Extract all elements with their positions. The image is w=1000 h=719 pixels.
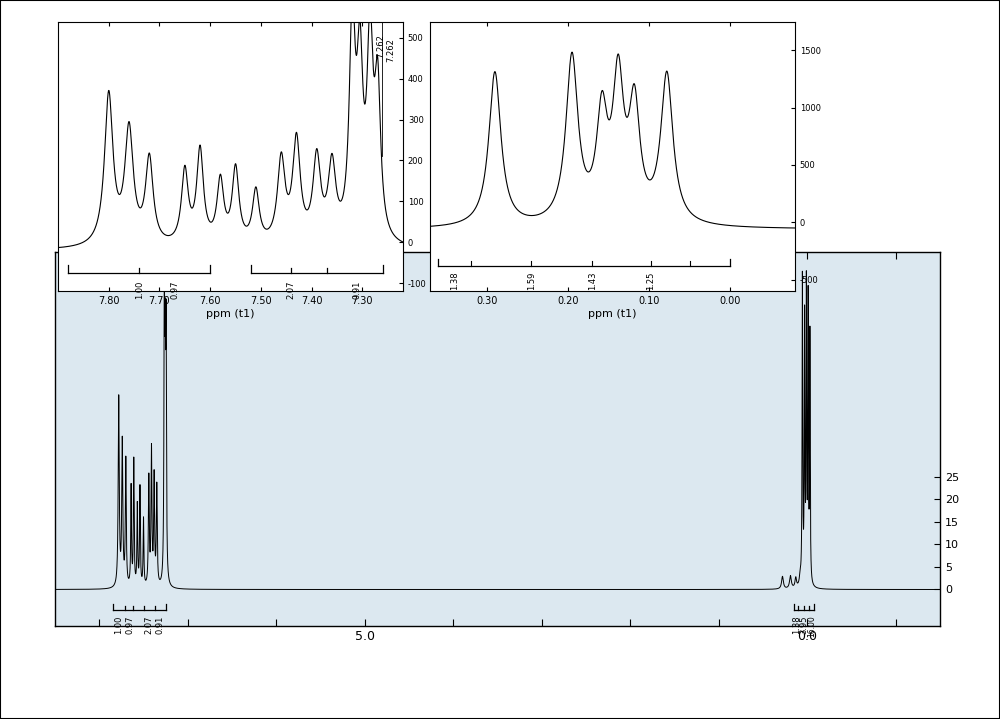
Text: 0.91: 0.91 bbox=[353, 281, 362, 299]
Text: 1.38: 1.38 bbox=[792, 615, 801, 634]
Text: 1.00: 1.00 bbox=[114, 615, 123, 634]
Text: 1.25: 1.25 bbox=[646, 272, 655, 290]
Text: 0.97: 0.97 bbox=[170, 281, 179, 300]
Text: 2.07: 2.07 bbox=[287, 281, 296, 300]
Text: 1.00: 1.00 bbox=[135, 281, 144, 299]
Text: 7.262: 7.262 bbox=[376, 34, 385, 58]
Text: 0.91: 0.91 bbox=[156, 615, 165, 634]
X-axis label: ppm (t1): ppm (t1) bbox=[588, 309, 637, 319]
Text: 3.95: 3.95 bbox=[800, 615, 809, 634]
Text: 1.43: 1.43 bbox=[588, 272, 597, 290]
Text: 0.97: 0.97 bbox=[126, 615, 135, 634]
Text: 1.38: 1.38 bbox=[450, 272, 459, 290]
X-axis label: ppm (t1): ppm (t1) bbox=[206, 309, 255, 319]
Text: 1.59: 1.59 bbox=[527, 272, 536, 290]
Text: 2.07: 2.07 bbox=[144, 615, 153, 634]
Text: 7.262: 7.262 bbox=[387, 38, 396, 62]
Text: 16.00: 16.00 bbox=[807, 615, 816, 637]
